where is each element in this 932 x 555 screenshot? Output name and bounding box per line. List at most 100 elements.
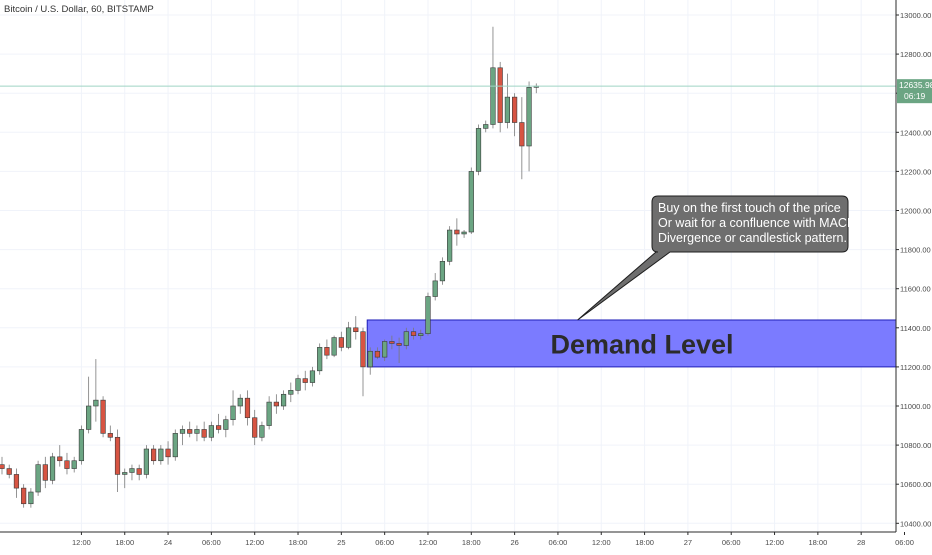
candle-body[interactable] [468,171,474,233]
candle-body[interactable] [49,456,56,481]
candle-body[interactable] [21,487,27,505]
time-axis[interactable]: 12:00 18:00 24 06:00 12:00 18:00 25 06:00 12:00 1… [72,532,932,547]
candle-body[interactable] [331,337,337,356]
candle-body[interactable] [512,96,518,123]
candle-body[interactable] [490,67,496,125]
candle-body[interactable] [295,378,301,391]
candle-body[interactable] [302,378,308,383]
candle-body[interactable] [252,417,258,438]
candle-body[interactable] [526,87,532,147]
candle-body[interactable] [382,341,388,358]
candle-body[interactable] [122,472,128,475]
time-tick-label: 12:00 [592,538,611,547]
candle-body[interactable] [483,124,489,129]
candle-body[interactable] [317,347,323,372]
candle-body[interactable] [78,429,85,462]
candle-body[interactable] [208,425,214,438]
price-tag-box [897,79,932,104]
candle-body[interactable] [454,229,460,235]
chart-grid [0,0,905,532]
candle-body[interactable] [497,67,503,123]
candle-body[interactable] [273,401,279,407]
time-tick-label: 18:00 [635,538,654,547]
price-tick-label: 12400.00 [900,128,931,137]
price-tick-label: 13000.00 [900,11,931,20]
price-tick-label: 10800.00 [900,441,931,450]
time-tick-label: 25 [337,538,345,547]
candle-body[interactable] [0,464,5,469]
candle-body[interactable] [288,390,294,395]
candle-body[interactable] [216,425,222,430]
price-tick-label: 11800.00 [900,246,931,255]
candle-body[interactable] [201,429,207,438]
candle-body[interactable] [374,350,381,358]
candle-body[interactable] [93,399,99,407]
candle-body[interactable] [71,460,77,469]
candle-body[interactable] [165,448,171,458]
candle-body[interactable] [172,433,178,458]
candle-body[interactable] [244,397,251,419]
candle-body[interactable] [187,429,193,434]
price-tag-countdown: 06:19 [904,91,926,101]
candle-body[interactable] [194,429,200,434]
candle-body[interactable] [86,405,92,430]
candle-body[interactable] [57,456,63,462]
candle-body[interactable] [439,261,446,282]
candle-body[interactable] [223,419,229,430]
candle-body[interactable] [324,347,330,356]
candle-body[interactable] [35,464,41,493]
candle-body[interactable] [129,468,135,473]
candle-body[interactable] [360,331,366,368]
candle-body[interactable] [100,399,106,434]
time-tick-label: 06:00 [722,538,741,547]
time-tick-label: 18:00 [115,538,134,547]
candle-body[interactable] [425,296,431,334]
candle-body[interactable] [396,343,402,346]
candle-body[interactable] [151,448,157,462]
candle-body[interactable] [504,96,511,123]
candle-body[interactable] [143,448,150,475]
candle-body[interactable] [237,397,243,407]
callout[interactable]: Buy on the first touch of the price Or w… [577,195,856,321]
candle-body[interactable] [266,401,272,426]
candle-body[interactable] [114,436,121,475]
candle-body[interactable] [447,229,453,262]
candle-body[interactable] [403,331,409,346]
candle-body[interactable] [432,280,438,297]
candle-body[interactable] [367,350,373,368]
candle-body[interactable] [13,474,20,489]
candle-body[interactable] [389,341,395,344]
candle-body[interactable] [107,433,113,438]
candle-body[interactable] [158,448,164,462]
candle-body[interactable] [6,468,12,475]
time-tick-label: 18:00 [462,538,481,547]
candle-body[interactable] [230,405,236,420]
price-axis[interactable]: 10400.00 10600.00 10800.00 11000.00 11200.00… [896,11,931,528]
candle-body[interactable] [410,331,417,336]
candle-body[interactable] [345,327,352,348]
candle-body[interactable] [461,231,467,235]
candle-body[interactable] [338,337,344,348]
candle-body[interactable] [418,333,424,336]
candle-body[interactable] [280,393,287,407]
time-tick-label: 06:00 [202,538,221,547]
candle-body[interactable] [64,460,70,469]
candle-body[interactable] [475,128,482,172]
demand-zone-layer: Demand Level [366,319,897,368]
time-tick-label: 12:00 [419,538,438,547]
price-tick-label: 10600.00 [900,480,931,489]
candle-body[interactable] [519,122,525,147]
candle-body[interactable] [353,327,359,333]
candle-body[interactable] [259,425,265,438]
candle-body[interactable] [136,468,142,475]
candle-body[interactable] [28,491,34,505]
candle-body[interactable] [309,370,316,383]
candle-body[interactable] [179,429,186,434]
price-tick-label: 11600.00 [900,285,931,294]
candle-body[interactable] [42,464,48,481]
callout-box[interactable] [577,195,849,321]
demand-zone[interactable] [366,319,897,368]
